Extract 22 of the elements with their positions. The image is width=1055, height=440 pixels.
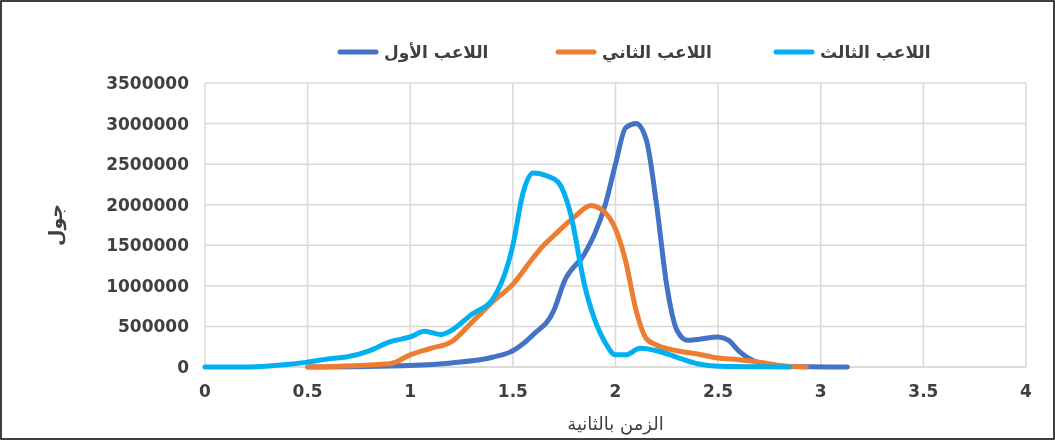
legend-label: اللاعب الأول [384,42,489,63]
x-tick-label: 4 [1020,381,1033,401]
x-tick-label: 0.5 [292,381,323,401]
x-tick-label: 1.5 [497,381,528,401]
x-tick-label: 3.5 [908,381,939,401]
y-tick-label: 3500000 [106,72,190,93]
x-tick-label: 3 [814,381,827,401]
y-tick-label: 2500000 [106,154,190,175]
y-tick-label: 1000000 [106,275,190,296]
y-tick-label: 3000000 [106,113,190,134]
y-tick-label: 500000 [118,316,190,337]
x-tick-label: 0 [199,381,212,401]
x-tick-label: 1 [404,381,417,401]
y-tick-label: 2000000 [106,194,190,215]
legend-label: اللاعب الثاني [602,42,712,63]
x-tick-label: 2.5 [703,381,734,401]
y-tick-label: 1500000 [106,235,190,256]
x-axis-title: الزمن بالثانية [567,413,664,435]
legend-label: اللاعب الثالث [820,42,931,62]
y-tick-label: 0 [177,356,190,377]
y-axis-title: جول [44,203,67,247]
x-tick-label: 2 [609,381,622,401]
